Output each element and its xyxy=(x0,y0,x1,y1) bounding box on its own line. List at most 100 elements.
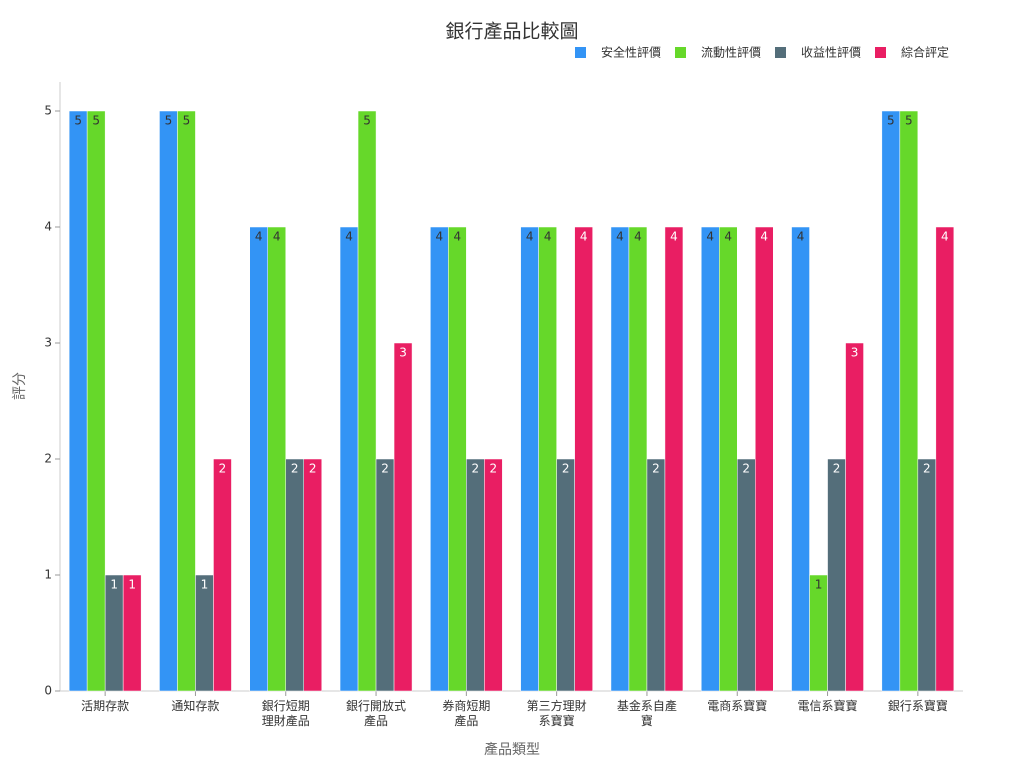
y-tick-label: 0 xyxy=(44,684,52,698)
bar xyxy=(646,458,666,692)
x-axis-label: 產品類型 xyxy=(484,741,540,758)
data-label: 4 xyxy=(436,230,444,244)
data-label: 4 xyxy=(634,230,642,244)
data-label: 2 xyxy=(833,462,841,476)
legend-label: 流動性評價 xyxy=(701,45,761,60)
data-label: 5 xyxy=(183,114,191,128)
bar xyxy=(466,458,485,692)
bar xyxy=(249,226,268,692)
legend-swatch xyxy=(575,47,586,58)
legend-swatch xyxy=(875,47,886,58)
data-label: 3 xyxy=(399,346,407,360)
bar xyxy=(393,342,413,692)
bar xyxy=(177,110,196,692)
bar xyxy=(701,226,720,692)
data-label: 4 xyxy=(724,230,732,244)
data-label: 1 xyxy=(128,578,136,592)
data-label: 2 xyxy=(309,462,317,476)
bar xyxy=(845,342,864,692)
bar xyxy=(104,574,124,692)
data-label: 2 xyxy=(490,462,498,476)
data-label: 3 xyxy=(851,346,859,360)
bar xyxy=(195,574,214,692)
bar xyxy=(375,458,395,692)
bar xyxy=(303,458,322,692)
x-tick-label: 第三方理財 系寶寶 xyxy=(526,699,587,728)
data-label: 2 xyxy=(291,462,299,476)
y-tick-label: 4 xyxy=(44,220,52,234)
x-tick-label: 活期存款 xyxy=(81,699,130,713)
bar xyxy=(917,458,937,692)
y-tick-label: 5 xyxy=(44,104,52,118)
data-label: 1 xyxy=(110,578,118,592)
data-label: 4 xyxy=(670,230,678,244)
bar xyxy=(719,226,738,692)
data-label: 4 xyxy=(454,230,462,244)
bar xyxy=(68,110,88,692)
data-label: 5 xyxy=(905,114,913,128)
bar xyxy=(791,226,810,692)
x-tick-label: 通知存款 xyxy=(171,699,220,713)
bar xyxy=(827,458,846,692)
bar xyxy=(538,226,557,692)
bar xyxy=(664,226,684,692)
legend-label: 綜合評定 xyxy=(901,45,949,60)
legend-label: 收益性評價 xyxy=(801,45,861,60)
bar xyxy=(430,226,449,692)
data-label: 2 xyxy=(652,462,660,476)
bar xyxy=(899,110,919,692)
bar xyxy=(86,110,106,692)
data-label: 2 xyxy=(923,462,931,476)
data-label: 4 xyxy=(273,230,281,244)
y-axis-label: 評分 xyxy=(12,372,28,400)
bar xyxy=(122,574,142,692)
data-label: 4 xyxy=(345,230,353,244)
bar xyxy=(628,226,648,692)
bar xyxy=(574,226,593,692)
data-label: 4 xyxy=(616,230,624,244)
bar xyxy=(484,458,503,692)
data-label: 5 xyxy=(165,114,173,128)
data-label: 1 xyxy=(815,578,823,592)
data-label: 5 xyxy=(74,114,82,128)
data-label: 5 xyxy=(92,114,100,128)
data-label: 5 xyxy=(887,114,895,128)
data-label: 4 xyxy=(255,230,263,244)
y-tick-label: 3 xyxy=(44,336,52,350)
data-label: 1 xyxy=(201,578,209,592)
data-label: 4 xyxy=(706,230,714,244)
data-label: 2 xyxy=(219,462,227,476)
data-label: 2 xyxy=(472,462,480,476)
x-tick-label: 券商短期 產品 xyxy=(442,699,491,728)
x-tick-label: 銀行開放式 產品 xyxy=(346,699,407,728)
x-tick-label: 銀行短期 理財產品 xyxy=(261,699,310,728)
data-label: 2 xyxy=(381,462,389,476)
y-tick-label: 2 xyxy=(44,452,52,466)
bar xyxy=(881,110,901,692)
x-tick-label: 基金系自產 寶 xyxy=(616,699,677,728)
data-label: 4 xyxy=(760,230,768,244)
data-label: 2 xyxy=(562,462,570,476)
bar xyxy=(213,458,232,692)
bar xyxy=(267,226,286,692)
bar xyxy=(339,226,359,692)
data-label: 4 xyxy=(526,230,534,244)
bar xyxy=(520,226,539,692)
data-label: 4 xyxy=(797,230,805,244)
bar xyxy=(159,110,178,692)
bar xyxy=(935,226,955,692)
data-label: 4 xyxy=(580,230,588,244)
legend-swatch xyxy=(775,47,786,58)
data-label: 2 xyxy=(742,462,750,476)
data-label: 5 xyxy=(363,114,371,128)
bar xyxy=(556,458,575,692)
data-label: 4 xyxy=(544,230,552,244)
bar xyxy=(357,110,377,692)
bar xyxy=(285,458,304,692)
data-label: 4 xyxy=(941,230,949,244)
legend-label: 安全性評價 xyxy=(601,45,661,60)
bar xyxy=(809,574,828,692)
x-tick-label: 銀行系寶寶 xyxy=(887,699,948,713)
